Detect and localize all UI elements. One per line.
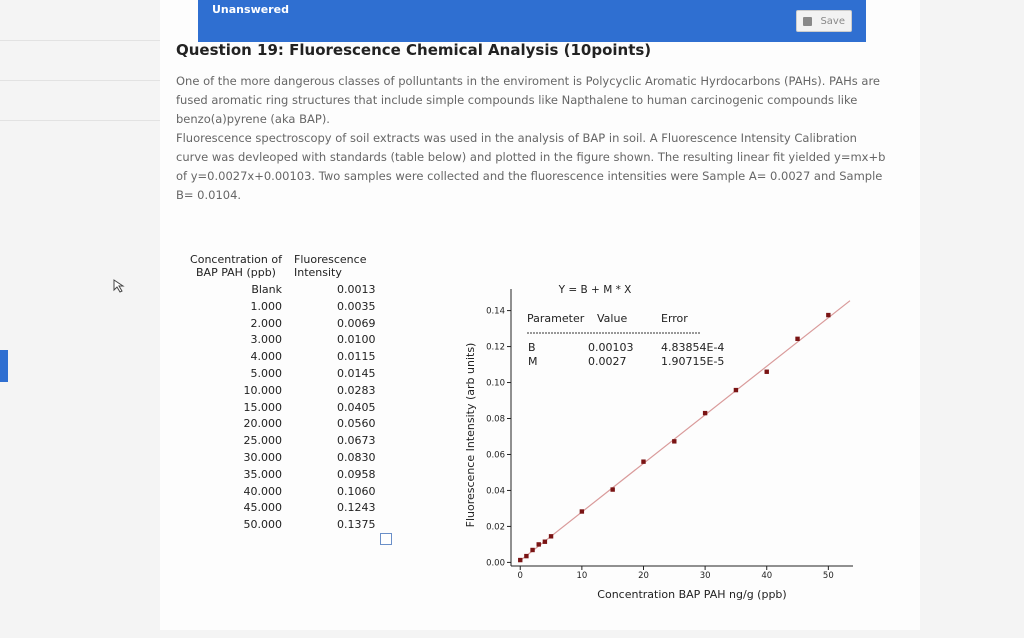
data-point xyxy=(579,509,585,514)
table-cell: 2.000 xyxy=(250,316,283,330)
sidebar-line xyxy=(0,80,196,81)
fit-error: 1.90715E-5 xyxy=(661,355,724,368)
x-axis-label: Concentration BAP PAH ng/g (ppb) xyxy=(597,588,786,601)
data-point xyxy=(518,557,523,563)
question-text: One of the more dangerous classes of pol… xyxy=(176,72,886,205)
sidebar-marker xyxy=(0,350,8,382)
data-point xyxy=(610,487,615,492)
table-cell: 0.0115 xyxy=(337,350,376,364)
y-axis-label: Fluorescence Intensity (arb units) xyxy=(464,343,477,528)
data-point xyxy=(641,459,646,464)
table-cell: 50.000 xyxy=(243,518,283,532)
table-cell: 0.0100 xyxy=(337,333,376,347)
fit-param: B xyxy=(528,341,536,354)
table-cell: 3.000 xyxy=(250,333,283,347)
save-icon xyxy=(803,17,812,26)
data-point xyxy=(672,439,677,444)
y-tick-label: 0.00 xyxy=(486,558,505,568)
y-tick-label: 0.02 xyxy=(486,522,505,532)
table-cell: 5.000 xyxy=(250,367,283,380)
status-banner: Unanswered Save xyxy=(198,0,866,42)
table-cell: 0.0673 xyxy=(337,434,376,448)
data-point xyxy=(826,312,831,318)
table-cell: 1.000 xyxy=(250,299,283,313)
save-button[interactable]: Save xyxy=(796,10,852,32)
table-cell: 40.000 xyxy=(243,484,283,498)
fit-header: Value xyxy=(597,312,627,325)
fit-title: Y = B + M * X xyxy=(558,284,632,296)
x-tick-label: 50 xyxy=(823,571,834,581)
fit-param: M xyxy=(528,355,538,368)
x-tick-label: 10 xyxy=(576,571,587,581)
table-cell: 0.0145 xyxy=(337,367,376,380)
fit-value: 0.0027 xyxy=(588,355,627,368)
y-tick-label: 0.04 xyxy=(486,486,505,496)
table-cell: 0.0013 xyxy=(337,283,376,296)
data-point xyxy=(764,369,769,374)
data-point xyxy=(542,539,548,544)
paragraph: One of the more dangerous classes of pol… xyxy=(176,74,880,126)
checkbox[interactable] xyxy=(380,533,392,545)
table-cell: 0.1243 xyxy=(337,501,376,515)
y-tick-label: 0.06 xyxy=(486,450,505,460)
table-cell: 0.0560 xyxy=(337,417,376,431)
table-cell: 45.000 xyxy=(243,501,283,515)
table-cell: 0.0035 xyxy=(337,299,376,313)
table-cell: 15.000 xyxy=(243,400,283,414)
table-cell: 35.000 xyxy=(243,467,283,481)
table-cell: 0.0958 xyxy=(337,467,376,481)
table-cell: 0.0069 xyxy=(337,316,376,330)
data-point xyxy=(733,387,739,393)
question-title: Question 19: Fluorescence Chemical Analy… xyxy=(176,41,652,59)
table-cell: 25.000 xyxy=(243,434,283,448)
fit-header: Error xyxy=(661,312,688,325)
data-point xyxy=(524,553,529,559)
status-label: Unanswered xyxy=(212,3,289,16)
table-cell: 30.000 xyxy=(243,451,283,464)
x-tick-label: 20 xyxy=(638,571,649,581)
y-tick-label: 0.14 xyxy=(486,307,505,317)
sidebar-line xyxy=(0,40,196,41)
x-tick-label: 30 xyxy=(700,571,711,581)
save-label[interactable]: Save xyxy=(820,16,845,27)
table-cell: 0.0830 xyxy=(337,451,376,464)
question-card xyxy=(160,0,920,630)
data-point xyxy=(536,542,541,547)
table-header: Fluorescence Intensity xyxy=(294,253,367,279)
table-cell: 0.1060 xyxy=(337,484,376,498)
fit-error: 4.83854E-4 xyxy=(661,341,724,354)
fit-value: 0.00103 xyxy=(588,341,634,354)
y-tick-label: 0.10 xyxy=(486,379,505,389)
mouse-cursor xyxy=(113,279,125,293)
y-tick-label: 0.12 xyxy=(486,343,505,353)
x-tick-label: 0 xyxy=(518,571,523,581)
table-cell: Blank xyxy=(251,283,282,296)
table-cell: 0.0405 xyxy=(337,400,376,414)
table-cell: 0.1375 xyxy=(337,518,376,532)
table-cell: 10.000 xyxy=(243,383,283,397)
data-point xyxy=(702,410,708,416)
data-point xyxy=(530,547,535,553)
fit-header: Parameter xyxy=(527,312,585,325)
paragraph: Fluorescence spectroscopy of soil extrac… xyxy=(176,131,886,202)
y-tick-label: 0.08 xyxy=(486,415,505,425)
table-cell: 20.000 xyxy=(243,417,283,431)
fit-line xyxy=(519,300,851,562)
chart: Fluorescence Intensity (arb units) Conce… xyxy=(464,284,853,601)
table-cell: 0.0283 xyxy=(337,383,376,397)
table-header: Concentration of BAP PAH (ppb) xyxy=(190,253,282,279)
sidebar-line xyxy=(0,120,196,121)
table-cell: 4.000 xyxy=(250,350,283,364)
data-point xyxy=(795,336,800,342)
x-tick-label: 40 xyxy=(761,571,772,581)
data-point xyxy=(548,534,554,539)
